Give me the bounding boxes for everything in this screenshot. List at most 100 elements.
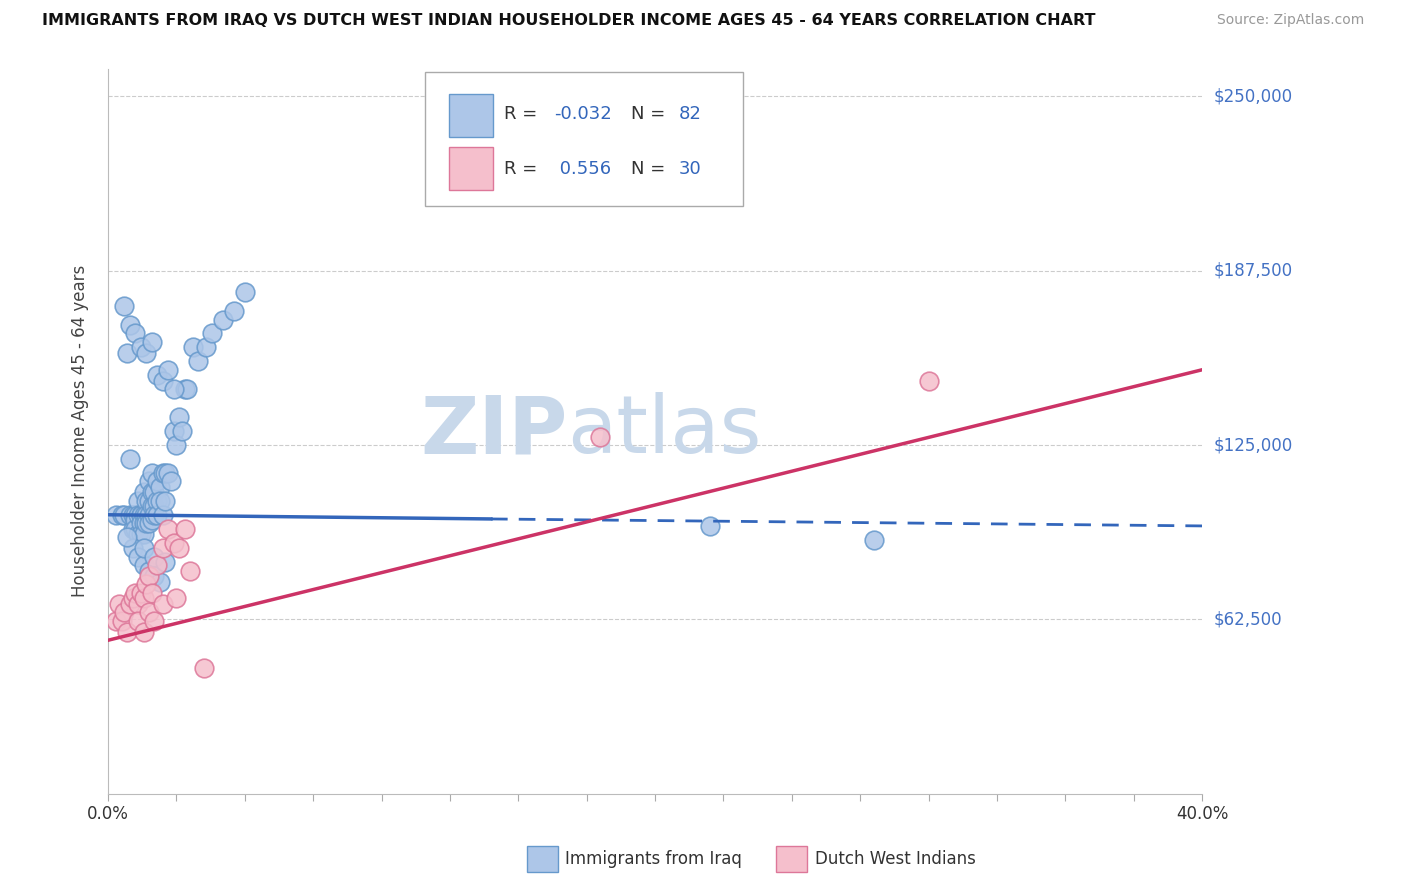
Point [157,522,180,536]
Point [152,541,174,556]
Point [112,606,135,620]
FancyBboxPatch shape [450,147,494,190]
Point [138,493,160,508]
Point [157,466,180,480]
Text: N =: N = [631,160,671,178]
Point [163,424,186,438]
Point [143,569,166,583]
Point [129,340,152,354]
Point [141,466,163,480]
Y-axis label: Householder Income Ages 45 - 64 years: Householder Income Ages 45 - 64 years [72,265,89,598]
Point [155,493,177,508]
Point [143,614,166,628]
Point [193,661,215,675]
Point [143,508,166,522]
Point [138,564,160,578]
Point [167,410,190,425]
Point [163,535,186,549]
Point [138,516,160,530]
Text: 0.556: 0.556 [554,160,612,178]
Point [115,346,138,360]
Point [152,597,174,611]
Point [589,430,612,444]
Point [176,382,198,396]
Point [170,424,193,438]
Point [129,508,152,522]
Point [149,480,172,494]
Point [135,346,157,360]
Point [195,340,218,354]
Point [121,591,143,606]
Point [181,340,204,354]
Text: IMMIGRANTS FROM IRAQ VS DUTCH WEST INDIAN HOUSEHOLDER INCOME AGES 45 - 64 YEARS : IMMIGRANTS FROM IRAQ VS DUTCH WEST INDIA… [42,13,1095,29]
Point [165,438,187,452]
Point [129,508,152,522]
Point [112,299,135,313]
Point [129,586,152,600]
Point [118,318,141,332]
Point [146,475,169,489]
Point [132,527,155,541]
Text: ZIP: ZIP [420,392,568,470]
Text: R =: R = [505,160,548,178]
Point [121,522,143,536]
Point [127,493,149,508]
Point [138,475,160,489]
Text: Dutch West Indians: Dutch West Indians [815,850,976,868]
Text: N =: N = [631,105,671,123]
Point [138,508,160,522]
Point [155,555,177,569]
Point [124,586,146,600]
Point [127,614,149,628]
Point [127,508,149,522]
Point [160,475,183,489]
Point [163,382,186,396]
Point [111,614,134,628]
Point [143,485,166,500]
Point [129,527,152,541]
Point [135,493,157,508]
Point [132,508,155,522]
Point [146,508,169,522]
Point [141,513,163,527]
Point [135,508,157,522]
Point [157,363,180,377]
Point [132,541,155,556]
Point [132,624,155,639]
Point [152,466,174,480]
Point [149,574,172,589]
Point [135,577,157,591]
Point [179,564,201,578]
Point [118,452,141,467]
Point [132,591,155,606]
Point [155,466,177,480]
Point [115,530,138,544]
Point [141,586,163,600]
Point [699,519,721,533]
Point [152,374,174,388]
Point [127,527,149,541]
Point [135,516,157,530]
Point [152,508,174,522]
Point [127,597,149,611]
Point [141,334,163,349]
Point [173,382,195,396]
Point [132,516,155,530]
FancyBboxPatch shape [426,72,742,206]
Point [212,312,235,326]
Point [111,508,134,522]
Point [165,591,187,606]
Point [124,508,146,522]
Text: Source: ZipAtlas.com: Source: ZipAtlas.com [1216,13,1364,28]
Text: $62,500: $62,500 [1213,610,1282,628]
Point [146,493,169,508]
Point [108,597,131,611]
Point [143,549,166,564]
Point [127,549,149,564]
Point [105,508,128,522]
Point [112,508,135,522]
Point [146,558,169,572]
Text: $187,500: $187,500 [1213,261,1292,280]
Text: $125,000: $125,000 [1213,436,1292,454]
Point [187,354,209,368]
